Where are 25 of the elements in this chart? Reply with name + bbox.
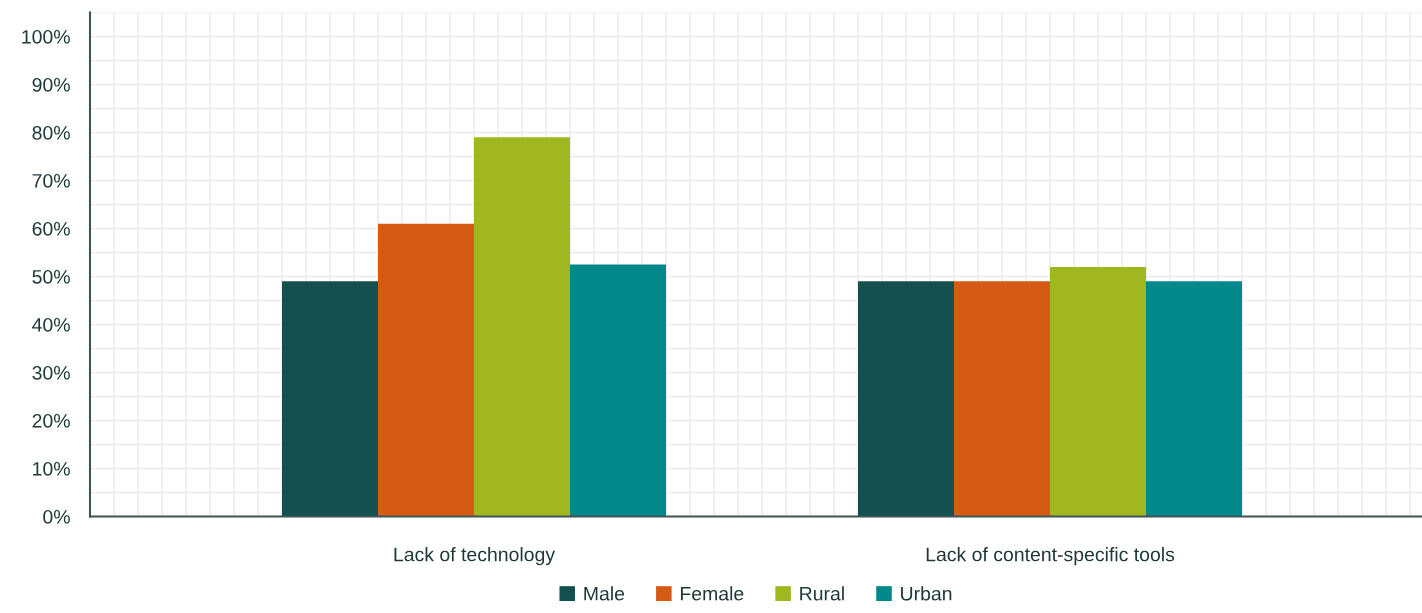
bar	[954, 281, 1050, 517]
bar	[378, 223, 474, 517]
y-tick-label: 60%	[32, 221, 70, 236]
bar	[474, 137, 570, 517]
x-tick-label: Lack of technology	[394, 547, 556, 566]
bar	[1146, 281, 1242, 517]
y-tick-label: 20%	[32, 413, 70, 428]
bar	[570, 264, 666, 517]
bar	[858, 281, 954, 517]
bar	[282, 281, 378, 517]
y-tick-label: 40%	[32, 317, 70, 332]
y-tick-label: 70%	[32, 173, 70, 188]
legend-label: Female	[680, 586, 744, 601]
legend-label: Rural	[800, 586, 844, 601]
y-tick-label: 0%	[43, 509, 70, 524]
y-tick-label: 10%	[33, 461, 70, 476]
legend-label: Male	[584, 586, 625, 601]
y-tick-label: 30%	[32, 365, 70, 380]
y-tick-label: 90%	[32, 77, 70, 92]
x-tick-label: Lack of content-specific tools	[926, 547, 1175, 566]
y-tick-label: 80%	[32, 125, 70, 140]
bar	[1050, 266, 1146, 517]
legend-label: Urban	[901, 586, 952, 601]
y-tick-label: 100%	[22, 29, 70, 44]
y-tick-label: 50%	[32, 269, 70, 284]
